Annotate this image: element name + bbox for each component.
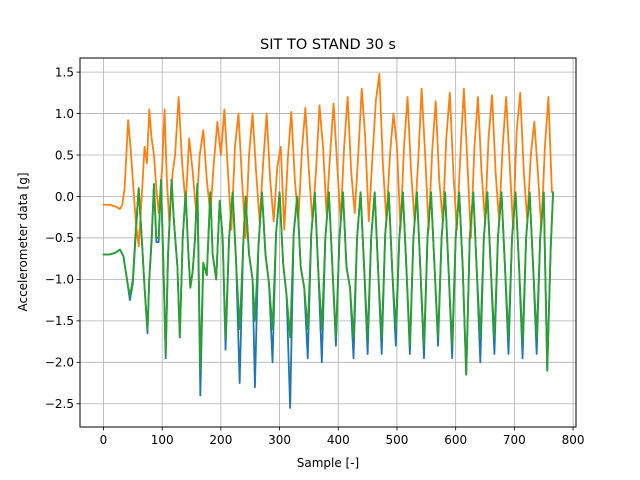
x-tick-label: 800 — [562, 433, 585, 447]
y-axis-title: Accelerometer data [g] — [16, 172, 30, 311]
x-tick-label: 0 — [100, 433, 108, 447]
x-tick-label: 400 — [327, 433, 350, 447]
x-tick-label: 500 — [386, 433, 409, 447]
y-tick-label: 1.5 — [55, 65, 74, 79]
plot-frame — [79, 57, 577, 428]
y-tick-label: 1.0 — [55, 107, 74, 121]
y-tick-label: −0.5 — [45, 231, 74, 245]
x-tick-label: 200 — [209, 433, 232, 447]
series-line-3 — [102, 178, 555, 376]
x-axis-title: Sample [-] — [297, 456, 360, 470]
x-tick-label: 100 — [151, 433, 174, 447]
x-tick-label: 600 — [444, 433, 467, 447]
x-tick-label: 300 — [268, 433, 291, 447]
chart-title: SIT TO STAND 30 s — [260, 37, 396, 53]
y-tick-label: 0.0 — [55, 190, 74, 204]
y-tick-label: −2.0 — [45, 356, 74, 370]
series-group — [102, 72, 555, 409]
y-tick-label: −1.0 — [45, 273, 74, 287]
x-tick-label: 700 — [503, 433, 526, 447]
y-tick-label: −1.5 — [45, 314, 74, 328]
axis-ticks: 0 100 200 300 400 500 600 700 800 −2.5 −2.0 −1.5 −1.… — [45, 65, 585, 447]
y-tick-label: 0.5 — [55, 148, 74, 162]
series-line-2 — [102, 72, 553, 248]
y-tick-label: −2.5 — [45, 397, 74, 411]
